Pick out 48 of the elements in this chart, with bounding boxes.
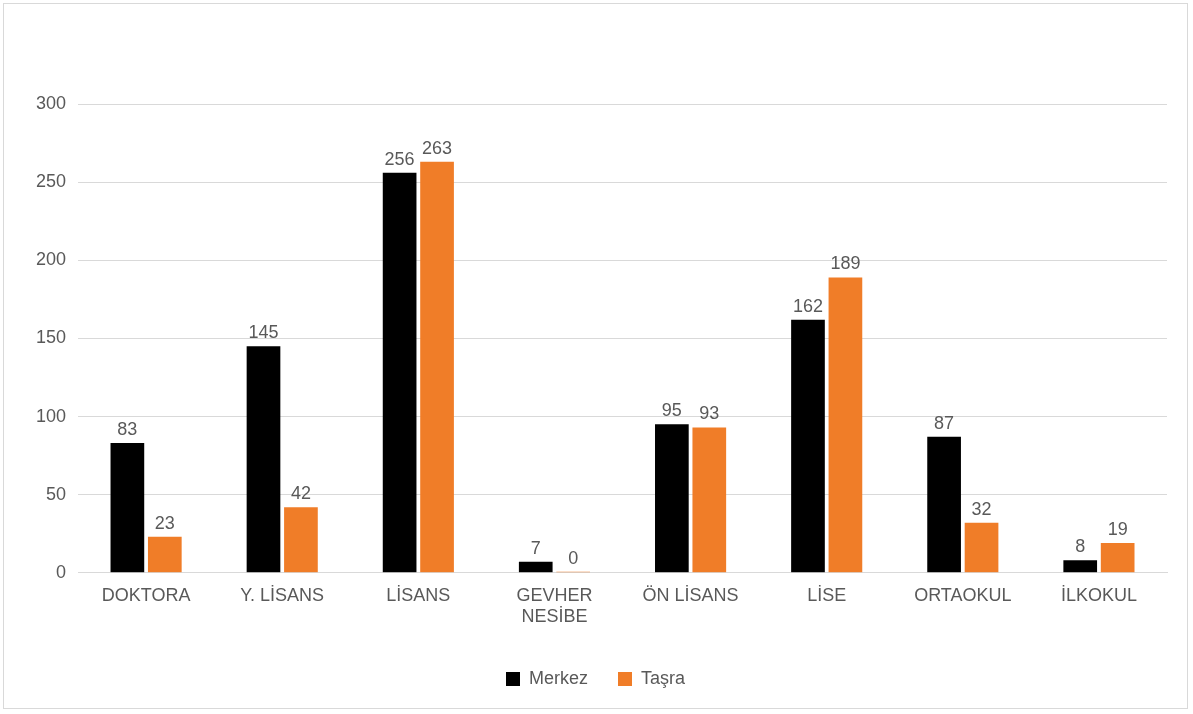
data-label: 7 — [530, 537, 541, 558]
bar — [1063, 560, 1098, 573]
bar — [110, 443, 145, 573]
x-tick-label: GEVHER NESİBE — [516, 584, 593, 627]
bar — [655, 424, 689, 573]
legend-label: Merkez — [528, 667, 588, 688]
data-label: 162 — [792, 295, 823, 316]
legend-label: Taşra — [641, 667, 686, 688]
x-tick-label: LİSANS — [386, 584, 451, 605]
data-label: 145 — [248, 322, 279, 343]
data-label: 95 — [661, 400, 682, 421]
data-label: 263 — [422, 137, 453, 158]
x-tick-label: Y. LİSANS — [240, 584, 325, 605]
bar — [420, 161, 454, 573]
data-label: 87 — [934, 412, 955, 433]
data-label: 0 — [568, 547, 579, 568]
x-tick-label: DOKTORA — [101, 584, 191, 605]
bar — [692, 427, 727, 573]
bar — [382, 172, 417, 573]
x-tick-label: ÖN LİSANS — [642, 584, 739, 605]
x-tick-label: İLKOKUL — [1060, 584, 1137, 605]
y-tick-label: 200 — [35, 249, 67, 270]
bar — [828, 277, 863, 573]
bar — [927, 436, 961, 573]
bar — [246, 346, 281, 573]
bar — [964, 522, 999, 573]
data-label: 189 — [830, 253, 861, 274]
data-label: 19 — [1107, 519, 1128, 540]
bar — [518, 561, 553, 573]
data-label: 42 — [290, 483, 311, 504]
bar — [147, 536, 182, 573]
bar — [1100, 543, 1135, 573]
bar — [791, 319, 825, 573]
bar — [284, 507, 318, 573]
y-tick-label: 0 — [56, 561, 67, 582]
x-tick-label: ORTAOKUL — [914, 584, 1012, 605]
y-tick-label: 150 — [35, 327, 67, 348]
data-label: 23 — [154, 512, 175, 533]
data-label: 256 — [384, 148, 415, 169]
data-label: 8 — [1075, 536, 1086, 557]
y-tick-label: 250 — [35, 171, 67, 192]
data-label: 83 — [117, 419, 138, 440]
data-label: 93 — [699, 403, 720, 424]
y-tick-label: 300 — [35, 92, 67, 113]
x-tick-label: LİSE — [807, 584, 847, 605]
y-tick-label: 100 — [35, 405, 67, 426]
y-tick-label: 50 — [46, 483, 67, 504]
data-label: 32 — [971, 498, 992, 519]
